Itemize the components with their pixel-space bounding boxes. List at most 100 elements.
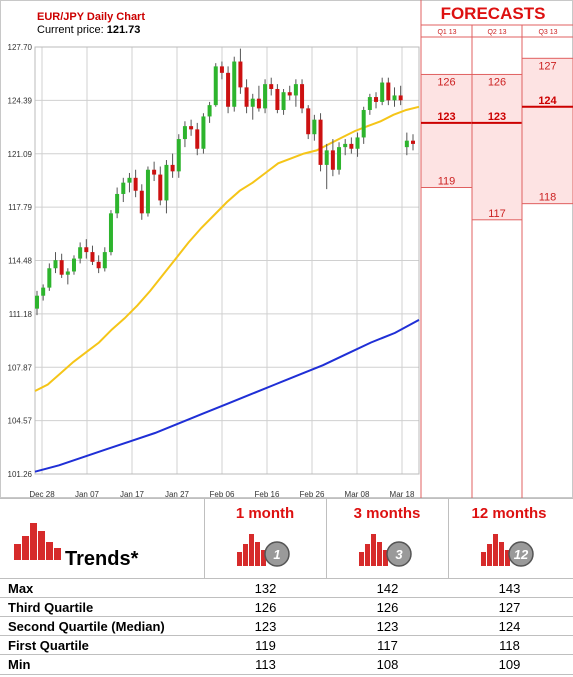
row-value: 132 (254, 581, 277, 596)
candle (300, 79, 305, 114)
x-tick-label: Jan 27 (165, 490, 190, 498)
candle (145, 166, 150, 217)
row-value: 109 (498, 657, 521, 672)
candle (330, 139, 335, 177)
candle (207, 101, 212, 123)
candle (195, 122, 200, 156)
forecast-high: 126 (437, 76, 455, 88)
candle (158, 166, 163, 206)
candle (349, 137, 354, 154)
row-value: 119 (255, 638, 276, 653)
row-value: 126 (376, 600, 399, 615)
quarter-label: Q3 13 (538, 29, 557, 36)
y-tick-label: 127.70 (8, 43, 33, 52)
x-tick-label: Jan 17 (120, 490, 145, 498)
candles (35, 48, 415, 316)
candle (201, 113, 206, 154)
candle (115, 187, 120, 219)
candle (213, 63, 218, 107)
x-axis-ticks: Dec 28 Jan 07 Jan 17 Jan 27 Feb 06 Feb 16 Feb … (29, 490, 415, 498)
y-tick-label: 101.26 (8, 470, 33, 479)
candle (256, 85, 261, 112)
candle (84, 239, 89, 259)
candle (392, 87, 397, 107)
candle (355, 132, 360, 157)
row-value: 124 (498, 619, 521, 634)
candle (244, 79, 249, 114)
forecast-median: 123 (437, 111, 455, 123)
column-label: 12 months (471, 505, 546, 522)
bar-chart-icon (359, 534, 412, 567)
candle (275, 84, 280, 114)
x-tick-label: Feb 06 (210, 490, 235, 498)
trends-column-header: 12 months 12 (471, 505, 547, 567)
forecast-panel: FORECASTS Q1 13 Q2 13 Q3 13 126123119126… (420, 0, 573, 498)
candle (189, 119, 194, 136)
candle (59, 253, 64, 278)
period-badge: 12 (514, 547, 529, 562)
candle (293, 79, 298, 107)
candle (53, 252, 58, 274)
bar-chart-icon (481, 534, 534, 567)
candle (71, 255, 76, 275)
forecast-low: 117 (488, 208, 506, 220)
table-row: Third Quartile 126 126 127 (0, 597, 573, 617)
eurjpy-chart: 127.70 124.39 121.09 117.79 114.48 111.18 107.… (0, 0, 573, 498)
candle (386, 77, 391, 106)
candle (306, 105, 311, 140)
candle (367, 93, 372, 115)
row-value: 108 (376, 657, 399, 672)
candle (139, 184, 144, 220)
row-value: 123 (376, 619, 399, 634)
candle (250, 93, 255, 120)
candle (96, 255, 101, 274)
y-tick-label: 117.79 (8, 203, 32, 212)
x-tick-label: Mar 08 (345, 490, 370, 498)
trends-title: Trends* (65, 548, 139, 570)
candle (182, 121, 187, 148)
candle (312, 114, 317, 141)
candle (35, 290, 39, 316)
candle (47, 263, 52, 291)
table-row: Min 113 108 109 (0, 654, 573, 675)
y-tick-label: 124.39 (8, 96, 33, 105)
candle (170, 153, 175, 178)
forecast-range: 127 124 118 (521, 57, 573, 205)
candle (404, 132, 409, 156)
candle (226, 66, 231, 114)
forecast-high: 127 (538, 60, 556, 72)
quarter-label: Q1 13 (437, 29, 456, 36)
candle (380, 77, 385, 106)
x-tick-label: Dec 28 (29, 490, 55, 498)
period-badge: 3 (395, 547, 403, 562)
x-tick-label: Feb 16 (255, 490, 280, 498)
row-label: Second Quartile (Median) (8, 619, 165, 634)
candle (281, 88, 286, 115)
candle (361, 106, 366, 144)
moving-average-fast-line (34, 105, 420, 392)
column-label: 3 months (354, 505, 421, 522)
candle (65, 268, 70, 285)
y-tick-label: 104.57 (8, 417, 33, 426)
row-value: 126 (254, 600, 277, 615)
row-value: 117 (377, 638, 398, 653)
chart-title: EUR/JPY Daily Chart (37, 11, 145, 23)
candle (108, 210, 113, 256)
candle (176, 134, 181, 178)
y-tick-label: 114.48 (8, 257, 32, 266)
y-axis-ticks: 127.70 124.39 121.09 117.79 114.48 111.18 107.… (8, 43, 33, 479)
row-label: Third Quartile (8, 600, 94, 615)
candle (78, 242, 83, 264)
period-badge: 1 (273, 547, 280, 562)
candle (133, 169, 138, 198)
candle (269, 77, 274, 96)
candle (411, 134, 415, 151)
trends-header: Trends* 1 month 1 3 months 3 12 months 12 (0, 498, 573, 578)
forecast-range: 126 123 119 (420, 73, 473, 189)
table-row: Second Quartile (Median) 123 123 124 (0, 616, 573, 636)
row-value: 113 (255, 657, 276, 672)
row-label: First Quartile (8, 638, 89, 653)
candle (102, 247, 107, 272)
y-tick-label: 121.09 (8, 150, 33, 159)
row-value: 143 (498, 581, 521, 596)
